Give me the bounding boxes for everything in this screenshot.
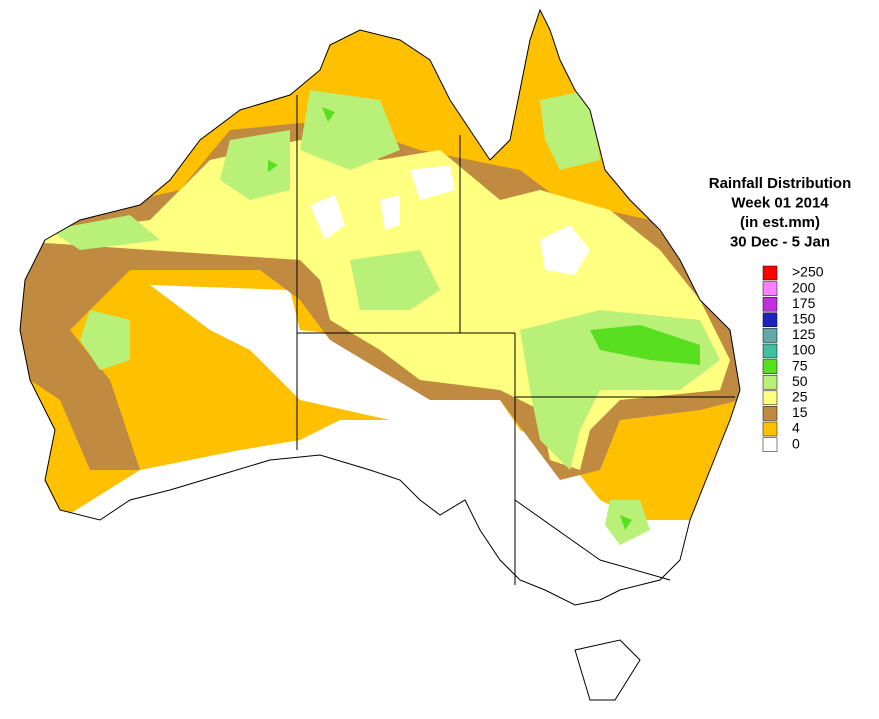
legend-swatch xyxy=(762,328,778,343)
area-50 xyxy=(50,90,720,545)
legend-swatch xyxy=(762,421,778,437)
legend-swatch xyxy=(762,296,778,312)
legend-swatch xyxy=(762,359,778,374)
border-line xyxy=(296,95,735,585)
state-borders xyxy=(296,95,735,585)
legend-label: 25 xyxy=(792,389,808,405)
legend-swatch xyxy=(762,374,778,390)
legend-swatch xyxy=(762,281,778,296)
legend-label: 175 xyxy=(792,295,816,311)
legend-label: 125 xyxy=(792,326,816,342)
legend-label: 50 xyxy=(792,373,808,389)
legend-swatch xyxy=(762,265,778,281)
legend-label: 100 xyxy=(792,342,816,358)
legend-swatch xyxy=(762,437,778,452)
coastline xyxy=(19,8,741,701)
legend-swatch xyxy=(762,312,778,328)
legend-label: 4 xyxy=(792,420,800,436)
legend-label: 15 xyxy=(792,404,808,420)
legend-swatch xyxy=(762,343,778,359)
legend-swatch xyxy=(762,406,778,421)
title-line: Week 01 2014 xyxy=(731,194,829,211)
title-line: (in est.mm) xyxy=(740,214,820,231)
legend-label: >250 xyxy=(792,264,824,280)
area-0-north xyxy=(310,165,590,275)
legend-label: 0 xyxy=(792,435,800,451)
title-block: Rainfall Distribution Week 01 2014 (in est… xyxy=(709,175,852,251)
legend-label: 75 xyxy=(792,357,808,373)
legend-label: 200 xyxy=(792,279,816,295)
legend-swatch xyxy=(762,390,778,406)
title-line: Rainfall Distribution xyxy=(709,175,852,192)
title-line: 30 Dec - 5 Jan xyxy=(730,233,830,250)
legend-label: 150 xyxy=(792,311,816,327)
